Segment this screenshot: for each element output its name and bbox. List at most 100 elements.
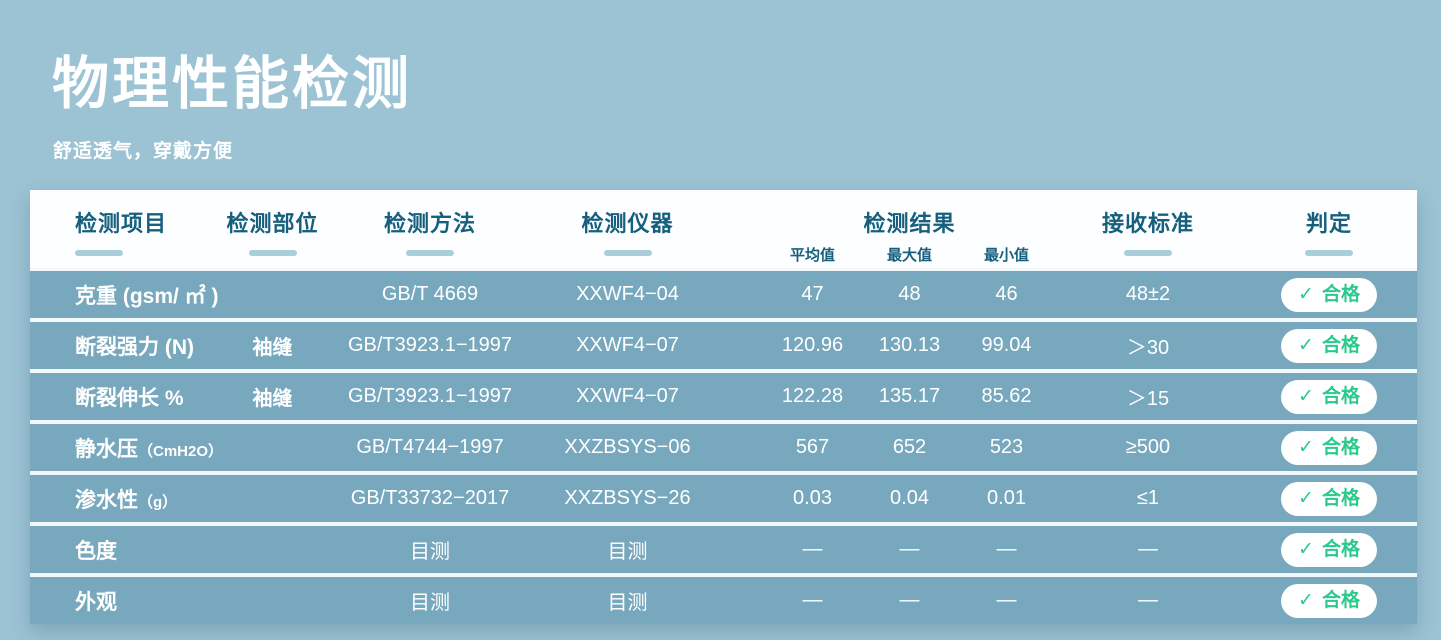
min-value-cell: 99.04 bbox=[981, 334, 1032, 356]
header-part: 检测部位 bbox=[210, 190, 335, 268]
pass-badge-label: 合格 bbox=[1321, 590, 1360, 611]
avg-value-cell: 567 bbox=[795, 436, 830, 458]
header-method: 检测方法 bbox=[335, 190, 525, 268]
min-value-cell: 46 bbox=[995, 283, 1018, 305]
check-icon: ✓ bbox=[1298, 488, 1314, 509]
standard-cell: ＞30 bbox=[1126, 337, 1170, 359]
part-cell: 袖缝 bbox=[252, 337, 293, 359]
pass-badge-label: 合格 bbox=[1321, 284, 1360, 305]
max-value-cell: — bbox=[899, 589, 920, 611]
standard-cell: — bbox=[1138, 589, 1158, 611]
header-underline bbox=[75, 250, 123, 256]
item-unit: （g） bbox=[138, 493, 178, 511]
standard-cell: — bbox=[1138, 538, 1158, 560]
header-max-label: 最大值 bbox=[886, 247, 932, 264]
max-value-cell: 0.04 bbox=[890, 487, 929, 509]
item-cell: 渗水性（g） bbox=[30, 484, 210, 514]
item-cell: 断裂强力 (N) bbox=[30, 331, 210, 361]
header-result-group: 检测结果 平均值 最大值 最小值 bbox=[730, 190, 1055, 268]
instrument-cell: XXWF4−07 bbox=[576, 334, 679, 356]
min-value-cell: 0.01 bbox=[987, 487, 1026, 509]
instrument-cell: XXWF4−04 bbox=[576, 283, 679, 305]
header-method-label: 检测方法 bbox=[383, 211, 476, 236]
pass-badge-label: 合格 bbox=[1321, 488, 1360, 509]
avg-value-cell: — bbox=[802, 538, 823, 560]
method-cell: GB/T 4669 bbox=[381, 283, 479, 305]
avg-value-cell: 0.03 bbox=[793, 487, 832, 509]
pass-badge: ✓ 合格 bbox=[1281, 328, 1377, 363]
pass-badge-label: 合格 bbox=[1321, 335, 1360, 356]
instrument-cell: XXZBSYS−06 bbox=[564, 436, 691, 458]
header-avg-label: 平均值 bbox=[789, 247, 835, 264]
header-underline bbox=[248, 250, 297, 256]
method-cell: 目测 bbox=[410, 541, 450, 563]
avg-value-cell: 120.96 bbox=[781, 334, 844, 356]
part-cell: 袖缝 bbox=[252, 388, 293, 410]
header-standard-label: 接收标准 bbox=[1101, 211, 1194, 236]
method-cell: GB/T3923.1−1997 bbox=[347, 334, 512, 356]
instrument-cell: 目测 bbox=[607, 592, 648, 614]
instrument-cell: XXZBSYS−26 bbox=[564, 487, 691, 509]
check-icon: ✓ bbox=[1298, 539, 1314, 560]
standard-cell: ≥500 bbox=[1125, 436, 1171, 458]
table-row: 克重 (gsm/ ㎡ ) GB/T 4669 XXWF4−04 47 48 46… bbox=[30, 271, 1417, 318]
min-value-cell: — bbox=[996, 538, 1017, 560]
check-icon: ✓ bbox=[1298, 335, 1314, 356]
instrument-cell: 目测 bbox=[607, 541, 648, 563]
header-judgment: 判定 bbox=[1241, 190, 1417, 268]
check-icon: ✓ bbox=[1298, 284, 1314, 305]
item-name: 外观 bbox=[75, 590, 117, 614]
header-underline bbox=[603, 250, 652, 256]
item-name: 断裂强力 (N) bbox=[75, 335, 194, 359]
min-value-cell: 85.62 bbox=[981, 385, 1032, 407]
check-icon: ✓ bbox=[1298, 590, 1314, 611]
page-title: 物理性能检测 bbox=[52, 52, 412, 116]
min-value-cell: — bbox=[996, 589, 1017, 611]
header-underline bbox=[1305, 250, 1353, 256]
method-cell: 目测 bbox=[410, 592, 450, 614]
header-item-label: 检测项目 bbox=[75, 211, 168, 236]
header-result-label: 检测结果 bbox=[863, 211, 956, 236]
header-standard: 接收标准 bbox=[1055, 190, 1241, 268]
table-row: 静水压（CmH2O） GB/T4744−1997 XXZBSYS−06 567 … bbox=[30, 424, 1417, 471]
header-min-label: 最小值 bbox=[983, 247, 1029, 264]
table-row: 色度 目测 目测 — — — — ✓ 合格 bbox=[30, 526, 1417, 573]
pass-badge: ✓ 合格 bbox=[1281, 277, 1377, 312]
pass-badge: ✓ 合格 bbox=[1281, 481, 1377, 516]
table-row: 断裂强力 (N) 袖缝 GB/T3923.1−1997 XXWF4−07 120… bbox=[30, 322, 1417, 369]
header-underline bbox=[1124, 250, 1172, 256]
item-cell: 色度 bbox=[30, 535, 210, 565]
max-value-cell: 130.13 bbox=[878, 334, 941, 356]
header-instrument: 检测仪器 bbox=[525, 190, 730, 268]
item-cell: 外观 bbox=[30, 586, 210, 616]
test-report-table: 检测项目 检测部位 检测方法 检测仪器 检测结果 平均值 最大值 最小值 bbox=[30, 190, 1417, 624]
item-cell: 克重 (gsm/ ㎡ ) bbox=[30, 280, 219, 310]
pass-badge: ✓ 合格 bbox=[1281, 532, 1377, 567]
header-instrument-label: 检测仪器 bbox=[581, 211, 674, 236]
item-name: 渗水性 bbox=[75, 488, 138, 512]
header-underline bbox=[406, 250, 454, 256]
table-row: 断裂伸长 % 袖缝 GB/T3923.1−1997 XXWF4−07 122.2… bbox=[30, 373, 1417, 420]
standard-cell: ＞15 bbox=[1126, 388, 1170, 410]
method-cell: GB/T3923.1−1997 bbox=[347, 385, 512, 407]
pass-badge-label: 合格 bbox=[1321, 386, 1360, 407]
pass-badge: ✓ 合格 bbox=[1281, 379, 1377, 414]
pass-badge-label: 合格 bbox=[1321, 539, 1360, 560]
max-value-cell: 135.17 bbox=[878, 385, 941, 407]
max-value-cell: — bbox=[899, 538, 920, 560]
pass-badge: ✓ 合格 bbox=[1281, 430, 1377, 465]
item-cell: 断裂伸长 % bbox=[30, 382, 210, 412]
max-value-cell: 48 bbox=[898, 283, 921, 305]
table-row: 渗水性（g） GB/T33732−2017 XXZBSYS−26 0.03 0.… bbox=[30, 475, 1417, 522]
header-result-subcolumns: 平均值 最大值 最小值 bbox=[764, 244, 1055, 265]
instrument-cell: XXWF4−07 bbox=[576, 385, 679, 407]
table-row: 外观 目测 目测 — — — — ✓ 合格 bbox=[30, 577, 1417, 624]
header-part-label: 检测部位 bbox=[226, 211, 319, 236]
method-cell: GB/T33732−2017 bbox=[350, 487, 510, 509]
pass-badge: ✓ 合格 bbox=[1281, 583, 1377, 618]
page-subtitle: 舒适透气，穿戴方便 bbox=[53, 141, 234, 162]
method-cell: GB/T4744−1997 bbox=[356, 436, 504, 458]
item-cell: 静水压（CmH2O） bbox=[30, 433, 223, 463]
item-unit: （CmH2O） bbox=[138, 442, 224, 460]
